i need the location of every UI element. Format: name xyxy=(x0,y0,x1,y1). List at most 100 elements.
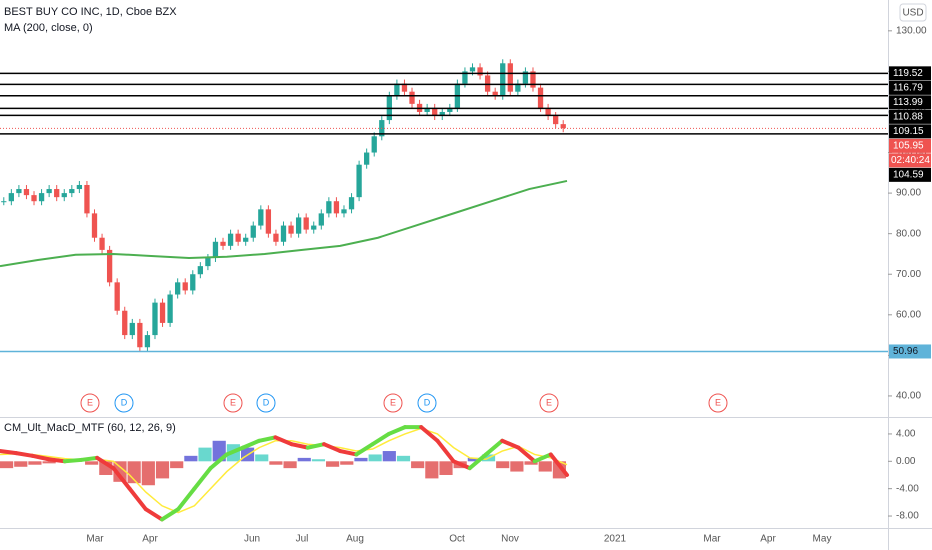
x-tick-label: Mar xyxy=(703,534,721,545)
macd-segment xyxy=(95,455,116,471)
histogram-bar xyxy=(524,461,538,465)
candle xyxy=(273,233,279,242)
level-tag xyxy=(889,167,931,182)
level-label: 119.52 xyxy=(893,68,923,79)
currency: USD xyxy=(902,8,923,19)
macd-segment xyxy=(322,442,343,454)
level-label: 110.88 xyxy=(893,111,923,122)
candle xyxy=(553,116,559,125)
event-marker xyxy=(80,393,100,413)
candle xyxy=(469,67,476,72)
candle xyxy=(243,237,249,242)
candle xyxy=(212,241,219,259)
level-tag xyxy=(889,80,931,95)
candle xyxy=(522,71,529,84)
candle xyxy=(38,193,45,202)
macd-segment xyxy=(354,442,375,457)
candle xyxy=(61,193,67,198)
macd-segment xyxy=(62,457,83,464)
histogram-bar xyxy=(113,461,127,482)
candle xyxy=(250,225,256,238)
candle xyxy=(23,189,30,196)
candle xyxy=(311,225,317,230)
macd-segment xyxy=(127,486,148,512)
histogram-bar xyxy=(28,461,42,465)
histogram-bar xyxy=(269,461,283,465)
histogram-bar xyxy=(297,457,311,462)
macd-segment xyxy=(257,435,278,443)
level-label: 113.99 xyxy=(893,97,923,108)
histogram-bar xyxy=(155,461,170,479)
candle xyxy=(515,83,521,92)
histogram-bar xyxy=(198,447,212,462)
currency-button[interactable] xyxy=(899,3,927,22)
macd-segment xyxy=(451,459,472,471)
x-tick-label: Mar xyxy=(86,534,104,545)
candle xyxy=(16,189,22,194)
histogram-bar xyxy=(439,461,453,475)
histogram-bar xyxy=(396,455,411,462)
level-label: 104.59 xyxy=(893,169,924,180)
event-marker xyxy=(114,393,134,413)
candle xyxy=(401,83,408,92)
histogram-bar xyxy=(255,454,269,462)
macd-segment xyxy=(289,442,310,450)
macd-segment xyxy=(305,442,326,450)
level-tag xyxy=(889,344,931,359)
histogram-bar xyxy=(467,457,481,462)
candle xyxy=(152,302,158,336)
level-tag xyxy=(889,109,931,124)
histogram-bar xyxy=(510,461,524,472)
macd-segment xyxy=(419,425,440,443)
histogram-bar xyxy=(368,454,382,462)
y-tick-label: 90.00 xyxy=(896,188,921,199)
macd-segment xyxy=(79,455,100,462)
candle xyxy=(432,107,438,117)
candle xyxy=(182,282,188,291)
level-tag xyxy=(889,138,931,153)
candle xyxy=(356,164,362,198)
macd-segment xyxy=(532,452,553,464)
candle xyxy=(235,233,241,242)
histogram-bar xyxy=(538,461,552,472)
histogram-bar xyxy=(326,461,340,467)
histogram-bar xyxy=(382,451,396,462)
macd-segment xyxy=(500,438,521,450)
y-tick-label: 40.00 xyxy=(896,391,921,402)
candle xyxy=(197,266,203,275)
histogram-bar xyxy=(354,457,368,462)
candle xyxy=(303,217,309,230)
candle xyxy=(348,197,355,210)
x-tick-label: Apr xyxy=(760,534,776,545)
candle xyxy=(31,195,37,202)
histogram-bar xyxy=(311,459,326,462)
candle xyxy=(137,322,143,348)
candle xyxy=(545,107,551,117)
event-label: E xyxy=(230,397,236,407)
candle xyxy=(190,274,196,291)
x-tick-label: Aug xyxy=(346,534,364,545)
histogram-bar xyxy=(85,461,99,465)
candle xyxy=(280,225,287,242)
histogram-bar xyxy=(42,461,56,464)
y-tick-label: 4.00 xyxy=(896,429,916,440)
candle xyxy=(507,63,513,92)
candle xyxy=(69,189,75,194)
chart-title: BEST BUY CO INC, 1D, Cboe BZX xyxy=(4,6,177,18)
candle xyxy=(122,310,128,336)
macd-segment xyxy=(273,435,294,447)
y-tick-label: 130.00 xyxy=(896,25,927,36)
level-tag xyxy=(889,124,931,139)
macd-segment xyxy=(143,507,164,522)
candle xyxy=(326,201,332,214)
candle xyxy=(560,124,566,129)
histogram-bar xyxy=(283,461,297,469)
ma-line xyxy=(0,179,568,268)
candle xyxy=(492,91,498,96)
macd-segment xyxy=(386,425,407,436)
histogram-bar xyxy=(411,461,425,469)
candle xyxy=(477,67,483,76)
y-tick-label: 60.00 xyxy=(896,309,921,320)
